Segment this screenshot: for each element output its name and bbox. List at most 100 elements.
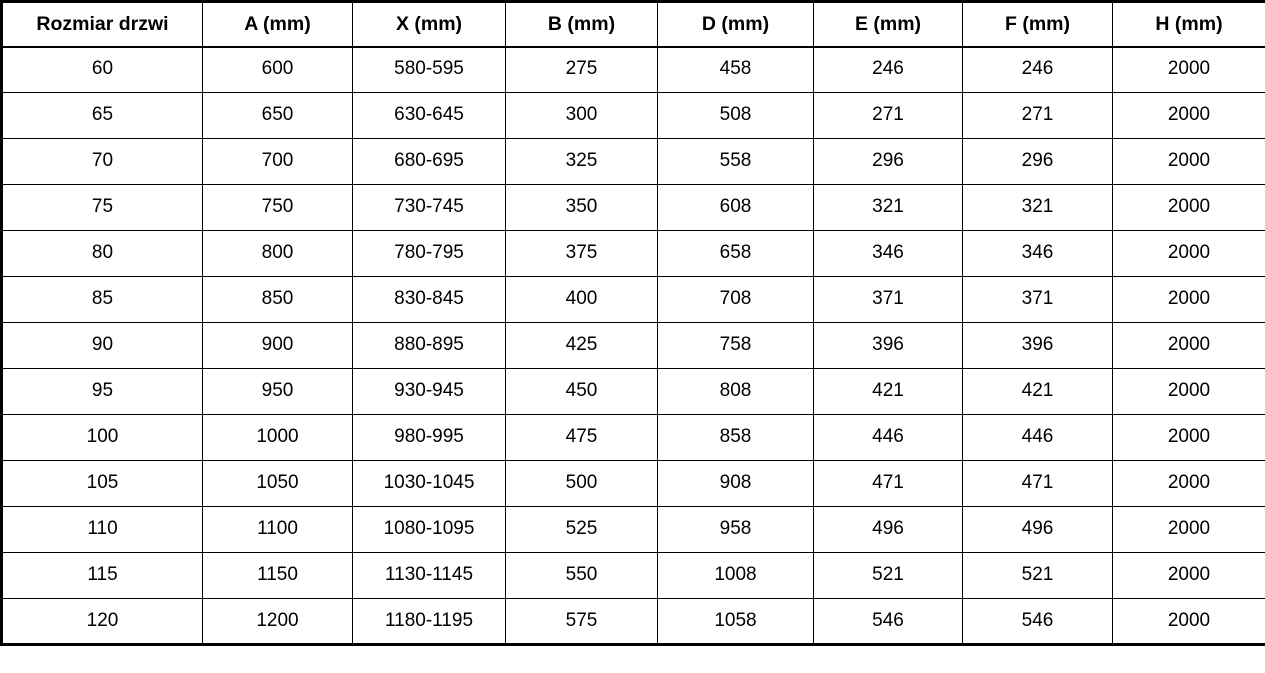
table-cell: 396	[813, 322, 963, 369]
table-cell: 708	[657, 276, 814, 323]
table-cell: 446	[962, 414, 1113, 461]
table-cell: 1050	[202, 460, 353, 507]
table-cell: 100	[1, 414, 203, 461]
table-cell: 271	[813, 92, 963, 139]
table-cell: 346	[962, 230, 1113, 277]
table-row: 115 1150 1130-1145 550 1008 521 521 2000	[1, 552, 1265, 599]
table-cell: 525	[505, 506, 658, 553]
table-row: 75 750 730-745 350 608 321 321 2000	[1, 184, 1265, 231]
table-cell: 325	[505, 138, 658, 185]
table-cell: 475	[505, 414, 658, 461]
table-cell: 120	[1, 598, 203, 645]
table-cell: 60	[1, 46, 203, 93]
table-cell: 830-845	[352, 276, 506, 323]
table-cell: 471	[962, 460, 1113, 507]
table-cell: 1008	[657, 552, 814, 599]
door-size-specification-table: Rozmiar drzwi A (mm) X (mm) B (mm) D (mm…	[0, 0, 1265, 646]
table-cell: 85	[1, 276, 203, 323]
table-cell: 521	[813, 552, 963, 599]
table-cell: 105	[1, 460, 203, 507]
table-cell: 658	[657, 230, 814, 277]
column-header-d-mm: D (mm)	[657, 1, 814, 48]
table-row: 65 650 630-645 300 508 271 271 2000	[1, 92, 1265, 139]
table-cell: 2000	[1112, 368, 1265, 415]
table-cell: 450	[505, 368, 658, 415]
table-cell: 80	[1, 230, 203, 277]
table-cell: 110	[1, 506, 203, 553]
table-cell: 2000	[1112, 184, 1265, 231]
table-cell: 95	[1, 368, 203, 415]
column-header-b-mm: B (mm)	[505, 1, 658, 48]
table-cell: 421	[813, 368, 963, 415]
table-cell: 321	[962, 184, 1113, 231]
table-body: 60 600 580-595 275 458 246 246 2000 65 650 630-645…	[1, 46, 1265, 645]
table-cell: 2000	[1112, 414, 1265, 461]
table-cell: 350	[505, 184, 658, 231]
table-cell: 800	[202, 230, 353, 277]
table-cell: 2000	[1112, 92, 1265, 139]
table-cell: 496	[813, 506, 963, 553]
table-cell: 1030-1045	[352, 460, 506, 507]
table-row: 80 800 780-795 375 658 346 346 2000	[1, 230, 1265, 277]
table-cell: 421	[962, 368, 1113, 415]
table-cell: 246	[962, 46, 1113, 93]
table-row: 100 1000 980-995 475 858 446 446 2000	[1, 414, 1265, 461]
table-cell: 958	[657, 506, 814, 553]
table-cell: 425	[505, 322, 658, 369]
table-cell: 65	[1, 92, 203, 139]
column-header-door-size: Rozmiar drzwi	[1, 1, 203, 48]
table-cell: 2000	[1112, 460, 1265, 507]
column-header-f-mm: F (mm)	[962, 1, 1113, 48]
table-cell: 371	[813, 276, 963, 323]
table-cell: 730-745	[352, 184, 506, 231]
table-cell: 296	[813, 138, 963, 185]
table-cell: 700	[202, 138, 353, 185]
table-cell: 2000	[1112, 322, 1265, 369]
table-cell: 1080-1095	[352, 506, 506, 553]
table-header: Rozmiar drzwi A (mm) X (mm) B (mm) D (mm…	[1, 1, 1265, 48]
table-cell: 546	[962, 598, 1113, 645]
table-cell: 300	[505, 92, 658, 139]
table-cell: 496	[962, 506, 1113, 553]
table-row: 60 600 580-595 275 458 246 246 2000	[1, 46, 1265, 93]
column-header-h-mm: H (mm)	[1112, 1, 1265, 48]
table-cell: 600	[202, 46, 353, 93]
table-cell: 400	[505, 276, 658, 323]
table-cell: 750	[202, 184, 353, 231]
table-cell: 900	[202, 322, 353, 369]
table-row: 95 950 930-945 450 808 421 421 2000	[1, 368, 1265, 415]
column-header-e-mm: E (mm)	[813, 1, 963, 48]
column-header-x-mm: X (mm)	[352, 1, 506, 48]
table-cell: 558	[657, 138, 814, 185]
table-row: 120 1200 1180-1195 575 1058 546 546 2000	[1, 598, 1265, 645]
table-cell: 371	[962, 276, 1113, 323]
table-cell: 550	[505, 552, 658, 599]
table-cell: 2000	[1112, 276, 1265, 323]
table-cell: 2000	[1112, 230, 1265, 277]
table-cell: 780-795	[352, 230, 506, 277]
table-cell: 2000	[1112, 46, 1265, 93]
table-cell: 2000	[1112, 506, 1265, 553]
column-header-a-mm: A (mm)	[202, 1, 353, 48]
table-cell: 296	[962, 138, 1113, 185]
table-row: 85 850 830-845 400 708 371 371 2000	[1, 276, 1265, 323]
table-header-row: Rozmiar drzwi A (mm) X (mm) B (mm) D (mm…	[1, 1, 1265, 48]
table-cell: 608	[657, 184, 814, 231]
table-cell: 680-695	[352, 138, 506, 185]
table-cell: 758	[657, 322, 814, 369]
table-cell: 880-895	[352, 322, 506, 369]
table-cell: 850	[202, 276, 353, 323]
table-cell: 980-995	[352, 414, 506, 461]
table-cell: 808	[657, 368, 814, 415]
table-cell: 75	[1, 184, 203, 231]
table-cell: 271	[962, 92, 1113, 139]
table-row: 90 900 880-895 425 758 396 396 2000	[1, 322, 1265, 369]
table-cell: 930-945	[352, 368, 506, 415]
table-cell: 1058	[657, 598, 814, 645]
table-cell: 446	[813, 414, 963, 461]
table-row: 110 1100 1080-1095 525 958 496 496 2000	[1, 506, 1265, 553]
table-cell: 458	[657, 46, 814, 93]
table-cell: 1000	[202, 414, 353, 461]
table-cell: 90	[1, 322, 203, 369]
